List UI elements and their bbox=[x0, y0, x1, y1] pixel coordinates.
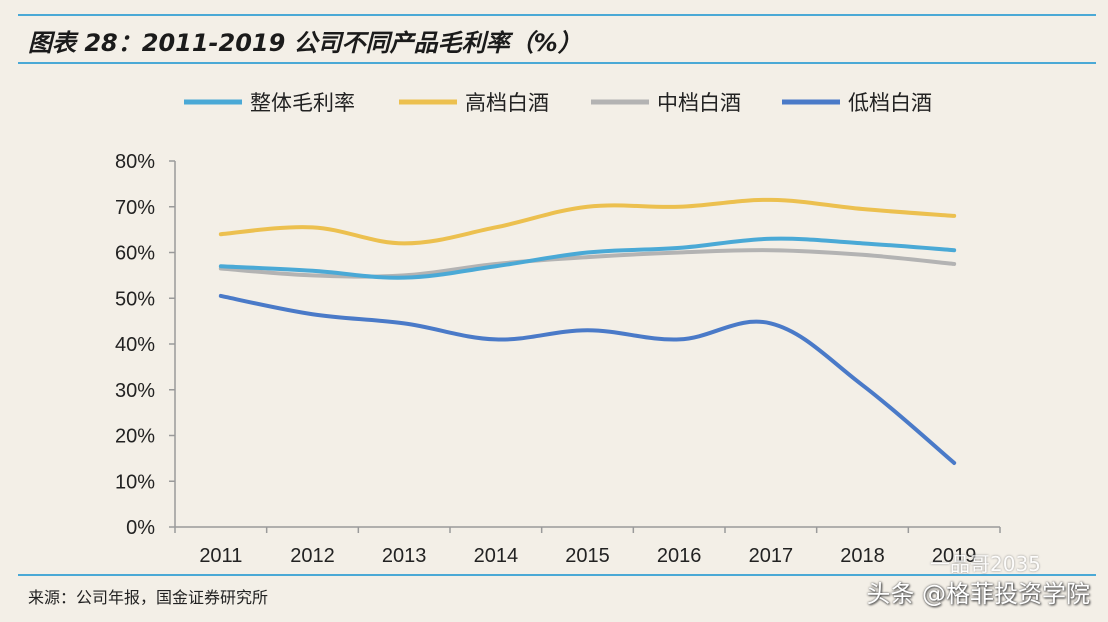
y-tick-label: 80% bbox=[115, 151, 155, 173]
y-tick-label: 60% bbox=[115, 243, 155, 265]
x-tick-label: 2016 bbox=[657, 545, 702, 567]
series-line-1 bbox=[218, 236, 957, 280]
y-tick-label: 10% bbox=[115, 471, 155, 493]
title-bar: 图表 28：2011-2019 公司不同产品毛利率（%） bbox=[18, 14, 1096, 64]
footer-rule bbox=[18, 574, 1096, 576]
series-line-3 bbox=[218, 248, 957, 279]
y-tick-label: 40% bbox=[115, 334, 155, 356]
source-note: 来源：公司年报，国金证券研究所 bbox=[28, 588, 269, 607]
x-tick-label: 2015 bbox=[565, 545, 610, 567]
x-tick-label: 2017 bbox=[749, 545, 794, 567]
x-tick-label: 2013 bbox=[382, 545, 427, 567]
watermark: 头条 @格菲投资学院 bbox=[866, 580, 1090, 608]
y-tick-label: 70% bbox=[115, 197, 155, 219]
x-tick-label: 2014 bbox=[474, 545, 519, 567]
y-tick-label: 30% bbox=[115, 380, 155, 402]
x-tick-label: 2019 bbox=[932, 545, 977, 567]
y-tick-label: 0% bbox=[126, 517, 155, 539]
x-tick-label: 2012 bbox=[290, 545, 335, 567]
legend-label: 低档白酒 bbox=[848, 91, 932, 115]
watermark-faint: 一品哥2035 bbox=[930, 552, 1041, 576]
x-tick-label: 2011 bbox=[199, 545, 242, 567]
chart-title: 图表 28：2011-2019 公司不同产品毛利率（%） bbox=[28, 29, 582, 57]
series-line-2 bbox=[218, 197, 957, 246]
y-tick-label: 50% bbox=[115, 288, 155, 310]
y-tick-label: 20% bbox=[115, 426, 155, 448]
legend-label: 整体毛利率 bbox=[250, 91, 355, 115]
legend-label: 中档白酒 bbox=[657, 91, 741, 115]
series-line-4 bbox=[218, 293, 957, 465]
x-tick-label: 2018 bbox=[840, 545, 885, 567]
legend-label: 高档白酒 bbox=[465, 91, 549, 115]
